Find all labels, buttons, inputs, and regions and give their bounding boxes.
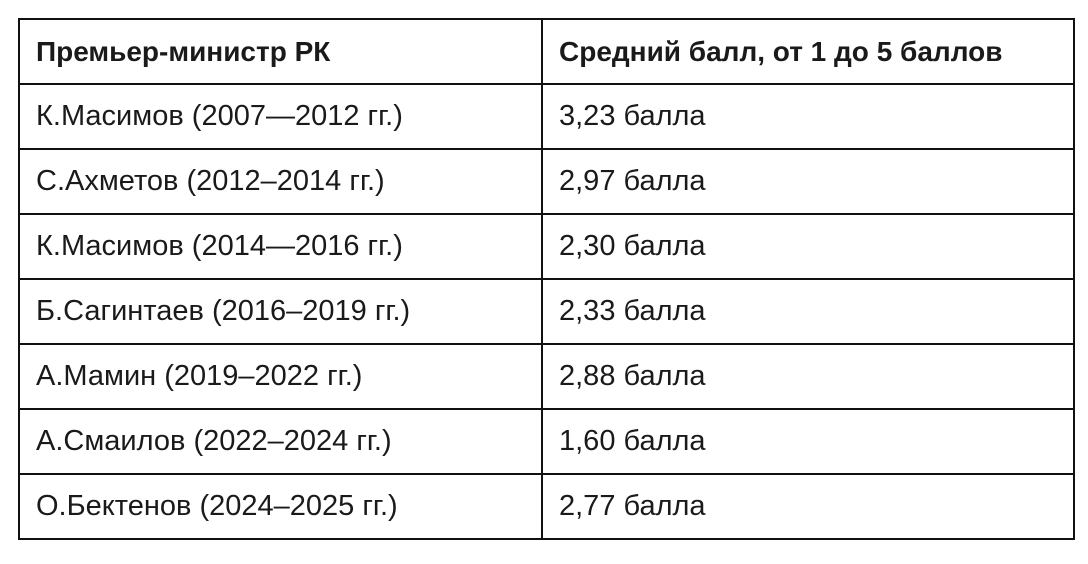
score-cell: 2,30 балла <box>541 213 1075 280</box>
table-header: Премьер-министр РК Средний балл, от 1 до… <box>18 18 1075 85</box>
table-row: К.Масимов (2014—2016 гг.) 2,30 балла <box>18 213 1075 280</box>
table-row: А.Мамин (2019–2022 гг.) 2,88 балла <box>18 343 1075 410</box>
table-row: С.Ахметов (2012–2014 гг.) 2,97 балла <box>18 148 1075 215</box>
header-average-score: Средний балл, от 1 до 5 баллов <box>541 18 1075 85</box>
prime-minister-cell: О.Бектенов (2024–2025 гг.) <box>18 473 543 540</box>
table-row: О.Бектенов (2024–2025 гг.) 2,77 балла <box>18 473 1075 540</box>
table-row: К.Масимов (2007—2012 гг.) 3,23 балла <box>18 83 1075 150</box>
score-cell: 2,33 балла <box>541 278 1075 345</box>
header-prime-minister: Премьер-министр РК <box>18 18 543 85</box>
prime-minister-cell: Б.Сагинтаев (2016–2019 гг.) <box>18 278 543 345</box>
ratings-table: Премьер-министр РК Средний балл, от 1 до… <box>18 18 1075 540</box>
score-cell: 2,77 балла <box>541 473 1075 540</box>
table-row: Б.Сагинтаев (2016–2019 гг.) 2,33 балла <box>18 278 1075 345</box>
score-cell: 3,23 балла <box>541 83 1075 150</box>
prime-minister-cell: А.Смаилов (2022–2024 гг.) <box>18 408 543 475</box>
score-cell: 1,60 балла <box>541 408 1075 475</box>
score-cell: 2,97 балла <box>541 148 1075 215</box>
table-body: К.Масимов (2007—2012 гг.) 3,23 балла С.А… <box>18 83 1075 540</box>
table-row: А.Смаилов (2022–2024 гг.) 1,60 балла <box>18 408 1075 475</box>
score-cell: 2,88 балла <box>541 343 1075 410</box>
prime-minister-cell: К.Масимов (2007—2012 гг.) <box>18 83 543 150</box>
header-row: Премьер-министр РК Средний балл, от 1 до… <box>18 18 1075 85</box>
prime-minister-cell: К.Масимов (2014—2016 гг.) <box>18 213 543 280</box>
prime-minister-cell: А.Мамин (2019–2022 гг.) <box>18 343 543 410</box>
prime-minister-cell: С.Ахметов (2012–2014 гг.) <box>18 148 543 215</box>
